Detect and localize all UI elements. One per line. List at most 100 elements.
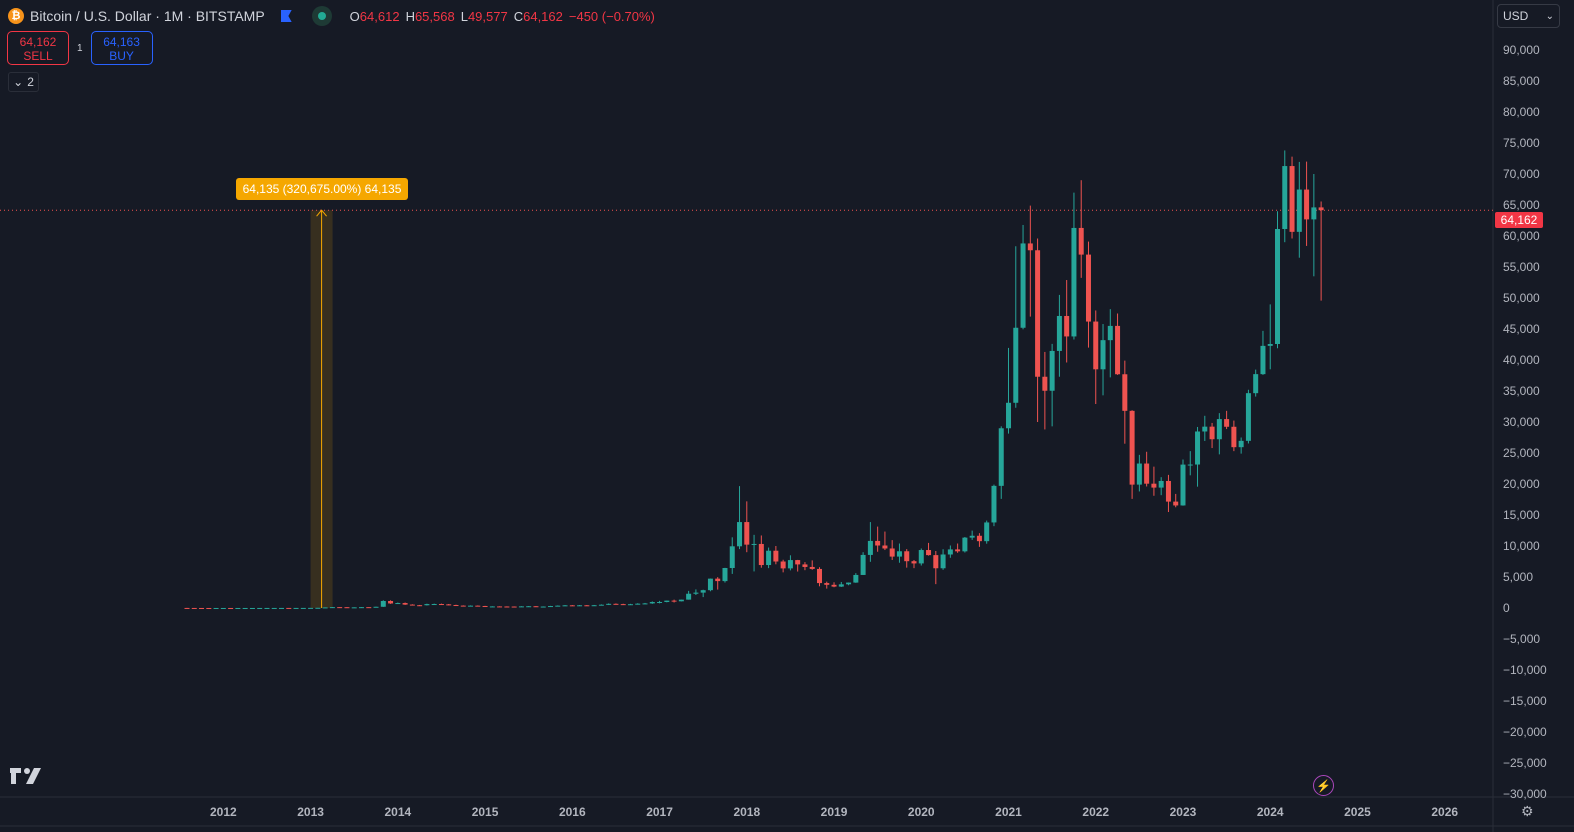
candle-body — [1304, 189, 1310, 220]
candle-body — [606, 603, 612, 605]
candle-body — [962, 537, 968, 552]
sell-price: 64,162 — [19, 35, 57, 49]
candle-body — [853, 574, 859, 583]
indicators-toggle-button[interactable]: ⌄ 2 — [8, 72, 39, 92]
candle-body — [933, 555, 939, 569]
candle-body — [707, 578, 713, 591]
candle-body — [1187, 464, 1193, 466]
candle-body — [329, 607, 335, 609]
y-tick-label: 65,000 — [1503, 198, 1540, 212]
y-tick-label: 5,000 — [1503, 570, 1533, 584]
candle-body — [911, 561, 917, 564]
market-status-icon[interactable] — [311, 6, 332, 26]
tradingview-logo-icon[interactable] — [10, 768, 42, 784]
candle-body — [1253, 374, 1259, 394]
candle-body — [1260, 345, 1266, 375]
y-tick-label: 45,000 — [1503, 322, 1540, 336]
y-tick-label: 75,000 — [1503, 136, 1540, 150]
candle-body — [1267, 344, 1273, 346]
y-tick-label: 40,000 — [1503, 353, 1540, 367]
candle-body — [257, 607, 263, 609]
buy-label: BUY — [109, 49, 134, 63]
y-tick-label: 85,000 — [1503, 74, 1540, 88]
flag-icon[interactable] — [280, 10, 292, 22]
candle-body — [584, 605, 590, 607]
x-tick-label: 2026 — [1431, 805, 1458, 819]
candle-body — [453, 605, 459, 607]
chevron-down-icon: ⌄ — [13, 75, 24, 89]
candle-body — [475, 605, 481, 607]
candle-body — [766, 550, 772, 566]
candle-body — [1027, 243, 1033, 251]
buy-button[interactable]: 64,163 BUY — [90, 31, 153, 65]
candle-body — [649, 602, 655, 604]
x-tick-label: 2025 — [1344, 805, 1371, 819]
x-tick-label: 2022 — [1082, 805, 1109, 819]
candle-body — [1071, 227, 1077, 337]
candle-body — [577, 605, 583, 607]
candle-body — [489, 606, 495, 608]
buy-price: 64,163 — [103, 35, 140, 49]
candle-body — [678, 599, 684, 602]
y-tick-label: 0 — [1503, 601, 1510, 615]
candle-body — [518, 606, 524, 608]
x-tick-label: 2015 — [472, 805, 499, 819]
x-tick-label: 2024 — [1257, 805, 1284, 819]
candle-body — [1085, 254, 1091, 322]
candle-body — [199, 607, 205, 609]
lightning-icon[interactable]: ⚡ — [1313, 775, 1334, 796]
measure-label[interactable]: 64,135 (320,675.00%) 64,135 — [236, 178, 408, 200]
candle-body — [1165, 480, 1171, 502]
candle-body — [686, 593, 692, 600]
open-label: O — [349, 8, 360, 24]
candle-body — [809, 566, 815, 569]
candle-body — [264, 607, 270, 609]
candle-body — [969, 535, 975, 538]
candle-body — [1245, 393, 1251, 441]
y-tick-label: −20,000 — [1503, 725, 1547, 739]
candle-body — [642, 603, 648, 605]
symbol-title[interactable]: Bitcoin / U.S. Dollar · 1M · BITSTAMP — [30, 8, 265, 24]
candle-body — [1144, 463, 1150, 484]
candle-body — [1238, 440, 1244, 448]
candle-body — [191, 607, 197, 609]
high-value: 65,568 — [414, 8, 455, 24]
candle-body — [286, 607, 292, 609]
candle-body — [555, 605, 561, 607]
currency-select[interactable]: USD ⌄ — [1497, 4, 1560, 28]
candle-body — [1173, 501, 1179, 506]
candle-body — [351, 607, 357, 609]
x-tick-label: 2017 — [646, 805, 673, 819]
candle-body — [504, 606, 510, 608]
candle-body — [918, 550, 924, 564]
candle-body — [831, 584, 837, 587]
candle-body — [1115, 325, 1121, 375]
candle-body — [795, 560, 801, 565]
x-tick-label: 2020 — [908, 805, 935, 819]
chevron-down-icon: ⌄ — [1545, 10, 1554, 22]
candle-body — [249, 607, 255, 609]
candle-body — [562, 605, 568, 607]
candle-body — [664, 600, 670, 602]
candle-body — [1311, 207, 1317, 220]
candle-body — [838, 584, 844, 587]
x-tick-label: 2019 — [821, 805, 848, 819]
y-tick-label: −10,000 — [1503, 663, 1547, 677]
settings-icon[interactable]: ⚙ — [1521, 803, 1534, 819]
quantity[interactable]: 1 — [77, 42, 83, 54]
candle-body — [889, 548, 895, 557]
sell-button[interactable]: 64,162 SELL — [7, 31, 69, 65]
candle-body — [366, 607, 372, 609]
candle-body — [1158, 480, 1164, 488]
candle-body — [591, 605, 597, 607]
candle-body — [1049, 350, 1055, 391]
y-tick-label: 60,000 — [1503, 229, 1540, 243]
candle-body — [1195, 431, 1201, 465]
candle-body — [1180, 464, 1186, 506]
candle-body — [1231, 426, 1237, 448]
candle-body — [1318, 207, 1324, 211]
candle-body — [1006, 402, 1012, 429]
low-label: L — [460, 8, 468, 24]
